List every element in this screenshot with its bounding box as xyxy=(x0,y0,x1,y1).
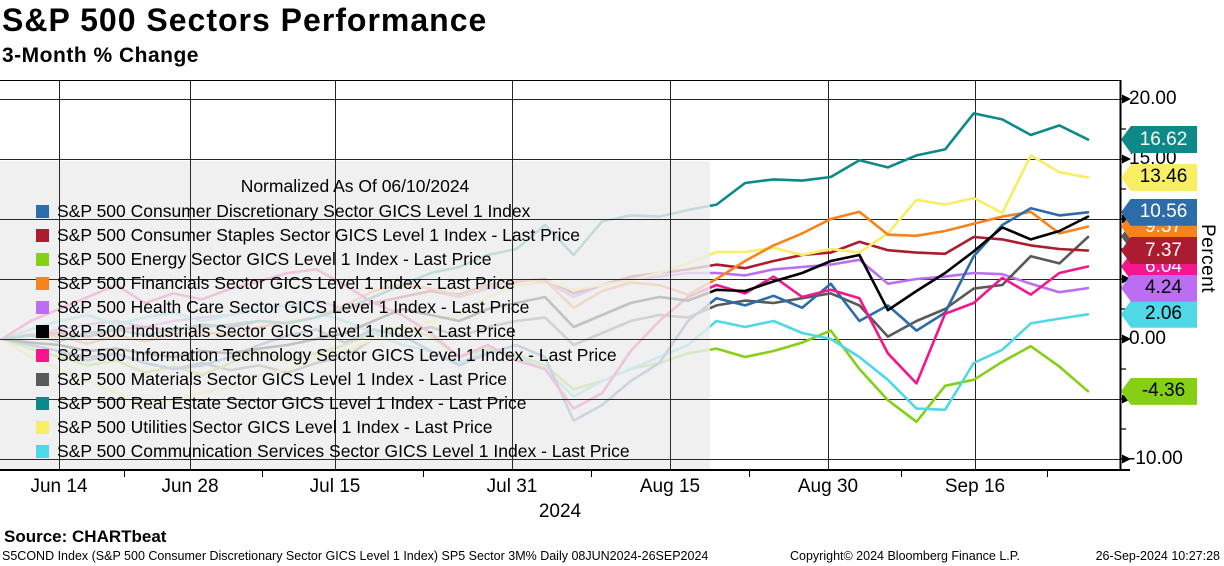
legend-swatch-icon xyxy=(36,372,49,386)
page-title: S&P 500 Sectors Performance xyxy=(2,2,488,38)
normalized-note: Normalized As Of 06/10/2024 xyxy=(240,176,470,196)
last-value-badge: 4.24 xyxy=(1121,274,1197,302)
y-tick-arrow-icon xyxy=(1122,94,1131,104)
legend-item: S&P 500 Materials Sector GICS Level 1 In… xyxy=(36,367,630,391)
v-gridline xyxy=(59,161,60,469)
last-value-badge: -4.36 xyxy=(1121,377,1197,405)
y-tick-label: 0.00 xyxy=(1129,328,1166,349)
legend-item-label: S&P 500 Utilities Sector GICS Level 1 In… xyxy=(57,416,493,437)
legend-swatch-icon xyxy=(36,348,49,362)
x-tick-label: Jul 31 xyxy=(486,476,538,497)
x-tick-label: Aug 15 xyxy=(639,476,701,497)
y-tick-arrow-icon xyxy=(1122,274,1131,284)
legend-item: S&P 500 Consumer Staples Sector GICS Lev… xyxy=(36,223,630,247)
legend-swatch-icon xyxy=(36,324,49,338)
security-description: S5COND Index (S&P 500 Consumer Discretio… xyxy=(2,549,709,563)
last-value-badge: 7.37 xyxy=(1121,237,1197,265)
h-gridline xyxy=(0,459,710,460)
chart-timestamp: 26-Sep-2024 10:27:28 xyxy=(1095,549,1220,563)
x-tick-label: Jul 15 xyxy=(309,476,361,497)
x-tick-label: Jun 14 xyxy=(30,476,88,497)
legend-swatch-icon xyxy=(36,420,49,434)
chart-subtitle: 3-Month % Change xyxy=(2,44,199,67)
legend-item: S&P 500 Industrials Sector GICS Level 1 … xyxy=(36,319,630,343)
legend-swatch-icon xyxy=(36,276,49,290)
legend-swatch-icon xyxy=(36,300,49,314)
last-value-badge: 2.06 xyxy=(1121,300,1197,328)
legend-swatch-icon xyxy=(36,204,49,218)
h-gridline xyxy=(0,279,710,280)
legend-item-label: S&P 500 Communication Services Sector GI… xyxy=(57,440,630,461)
legend-item-label: S&P 500 Consumer Staples Sector GICS Lev… xyxy=(57,224,580,245)
y-tick-label: -10.00 xyxy=(1129,448,1183,469)
h-gridline xyxy=(0,339,710,340)
legend-background xyxy=(0,161,710,469)
legend-item: S&P 500 Financials Sector GICS Level 1 I… xyxy=(36,271,630,295)
legend-swatch-icon xyxy=(36,396,49,410)
legend-item-label: S&P 500 Consumer Discretionary Sector GI… xyxy=(57,200,531,221)
x-tick-label: Sep 16 xyxy=(944,476,1006,497)
last-value-badge: 13.46 xyxy=(1121,163,1197,191)
legend-item: S&P 500 Utilities Sector GICS Level 1 In… xyxy=(36,415,630,439)
v-gridline xyxy=(190,161,191,469)
legend-item: S&P 500 Communication Services Sector GI… xyxy=(36,439,630,463)
y-tick-arrow-icon xyxy=(1122,394,1131,404)
legend-swatch-icon xyxy=(36,444,49,458)
y-tick-arrow-icon xyxy=(1122,334,1131,344)
last-value-badge: 16.62 xyxy=(1121,126,1197,154)
legend-item-label: S&P 500 Financials Sector GICS Level 1 I… xyxy=(57,272,515,293)
x-tick-label: Jun 28 xyxy=(161,476,219,497)
legend-item-label: S&P 500 Real Estate Sector GICS Level 1 … xyxy=(57,392,527,413)
legend-item: S&P 500 Consumer Discretionary Sector GI… xyxy=(36,199,630,223)
legend-item: S&P 500 Real Estate Sector GICS Level 1 … xyxy=(36,391,630,415)
legend-item-label: S&P 500 Health Care Sector GICS Level 1 … xyxy=(57,296,530,317)
source-line: Source: CHARTbeat xyxy=(4,527,167,546)
y-tick-arrow-icon xyxy=(1122,454,1131,464)
last-value-badge: 10.56 xyxy=(1121,198,1197,226)
x-tick-label: Aug 30 xyxy=(797,476,859,497)
v-gridline xyxy=(670,161,671,469)
legend-item-label: S&P 500 Materials Sector GICS Level 1 In… xyxy=(57,368,508,389)
legend-item: S&P 500 Energy Sector GICS Level 1 Index… xyxy=(36,247,630,271)
legend-item-label: S&P 500 Industrials Sector GICS Level 1 … xyxy=(57,320,516,341)
copyright-notice: Copyright© 2024 Bloomberg Finance L.P. xyxy=(790,549,1020,563)
v-gridline xyxy=(335,161,336,469)
v-gridline xyxy=(512,161,513,469)
y-tick-label: 20.00 xyxy=(1129,88,1177,109)
legend-item: S&P 500 Health Care Sector GICS Level 1 … xyxy=(36,295,630,319)
y-axis-title: Percent xyxy=(1197,224,1218,293)
legend-item-label: S&P 500 Energy Sector GICS Level 1 Index… xyxy=(57,248,492,269)
legend-swatch-icon xyxy=(36,252,49,266)
h-gridline xyxy=(0,399,710,400)
y-tick-label: 15.00 xyxy=(1129,148,1177,169)
legend: S&P 500 Consumer Discretionary Sector GI… xyxy=(36,199,630,463)
h-gridline xyxy=(0,219,710,220)
legend-swatch-icon xyxy=(36,228,49,242)
x-axis-year-label: 2024 xyxy=(538,501,582,522)
y-tick-arrow-icon xyxy=(1122,154,1131,164)
legend-item-label: S&P 500 Information Technology Sector GI… xyxy=(57,344,617,365)
legend-item: S&P 500 Information Technology Sector GI… xyxy=(36,343,630,367)
